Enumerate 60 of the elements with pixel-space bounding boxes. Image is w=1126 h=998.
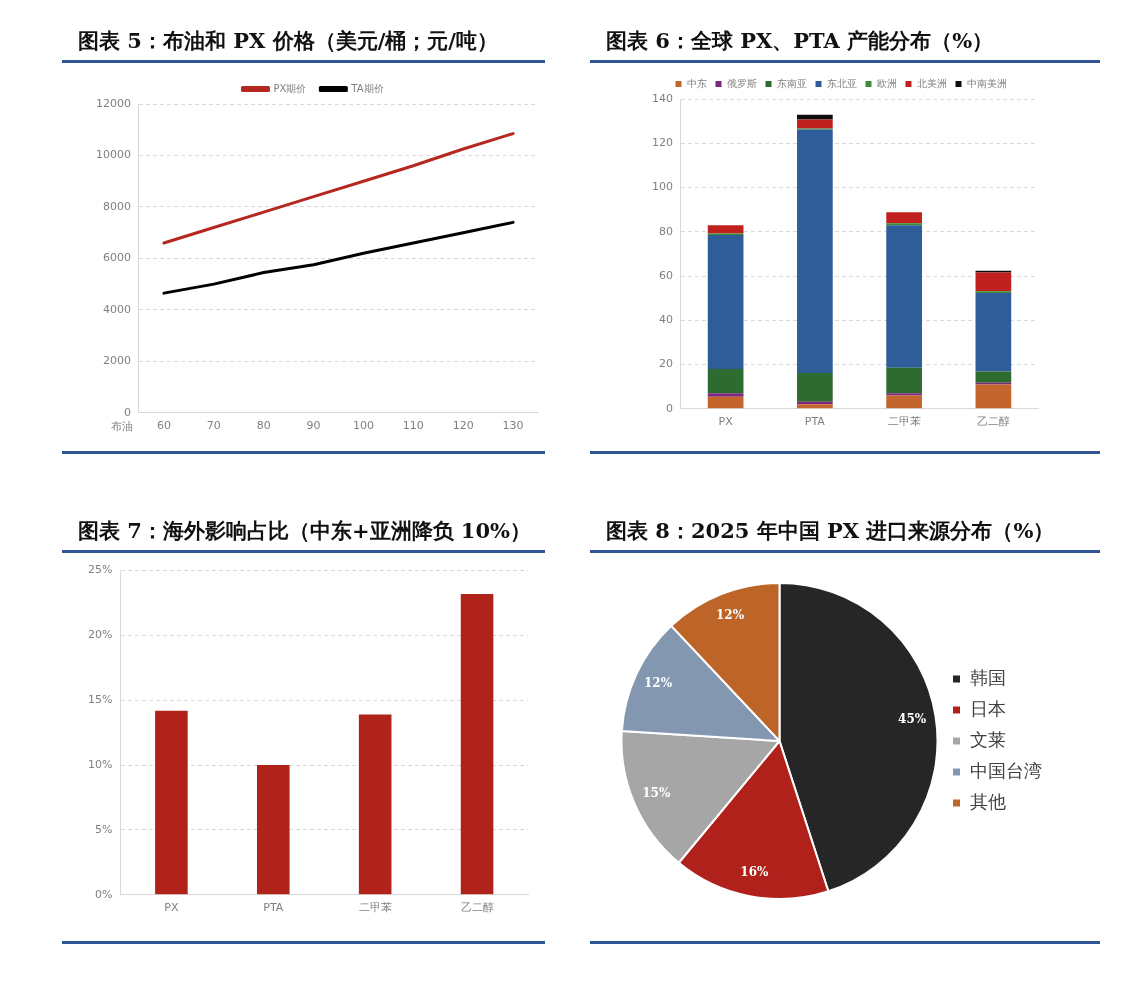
x-axis-title: 布油 xyxy=(110,419,133,433)
y-tick-label: 20% xyxy=(88,628,113,642)
legend-label: TA期价 xyxy=(350,82,384,94)
x-tick-label: 二甲苯 xyxy=(358,901,392,915)
x-tick-label: 120 xyxy=(452,419,474,433)
chart-title: 图表 8：2025 年中国 PX 进口来源分布（%） xyxy=(606,518,1055,544)
chart-title: 图表 6：全球 PX、PTA 产能分布（%） xyxy=(606,28,994,54)
x-tick-label: PTA xyxy=(263,901,284,915)
x-tick-label: PX xyxy=(718,415,734,429)
legend-label: 中国台湾 xyxy=(970,759,1042,781)
legend-label: 日本 xyxy=(970,697,1006,719)
y-tick-label: 5% xyxy=(95,822,113,836)
x-tick-label: 130 xyxy=(502,419,524,433)
y-tick-label: 25% xyxy=(88,563,113,577)
x-tick-label: PX xyxy=(164,901,179,915)
legend-label: 东南亚 xyxy=(776,77,807,89)
x-tick-label: 二甲苯 xyxy=(887,415,921,429)
y-tick-label: 2000 xyxy=(102,354,131,368)
y-tick-label: 0 xyxy=(666,401,673,415)
legend-label: PX期价 xyxy=(273,82,307,94)
y-tick-label: 15% xyxy=(88,693,113,707)
y-tick-label: 40 xyxy=(659,313,673,327)
y-tick-label: 140 xyxy=(652,91,673,105)
chart-title: 图表 5：布油和 PX 价格（美元/桶；元/吨） xyxy=(78,28,498,54)
x-tick-label: 100 xyxy=(352,419,374,433)
legend-label: 其他 xyxy=(970,790,1006,812)
y-tick-label: 6000 xyxy=(102,251,131,265)
legend-label: 北美洲 xyxy=(916,77,947,89)
legend-label: 东北亚 xyxy=(826,77,857,89)
y-tick-label: 120 xyxy=(652,136,673,150)
y-tick-label: 0% xyxy=(95,887,113,901)
y-tick-label: 10000 xyxy=(95,148,131,162)
data-label: 16% xyxy=(740,865,769,880)
legend-label: 俄罗斯 xyxy=(726,77,757,89)
y-tick-label: 80 xyxy=(659,224,673,238)
x-tick-label: 80 xyxy=(256,419,271,433)
x-tick-label: 乙二醇 xyxy=(976,415,1010,429)
data-label: 12% xyxy=(643,675,673,690)
x-tick-label: 乙二醇 xyxy=(460,901,494,915)
y-tick-label: 0 xyxy=(123,405,131,419)
chart-title: 图表 7：海外影响占比（中东+亚洲降负 10%） xyxy=(78,518,532,544)
y-tick-label: 100 xyxy=(652,180,673,194)
legend-label: 中东 xyxy=(686,77,707,89)
x-tick-label: 70 xyxy=(206,419,221,433)
x-tick-label: 60 xyxy=(156,419,171,433)
legend-label: 韩国 xyxy=(970,666,1006,688)
y-tick-label: 8000 xyxy=(102,199,131,213)
legend-label: 文莱 xyxy=(970,728,1006,750)
y-tick-label: 4000 xyxy=(102,302,131,316)
x-tick-label: 90 xyxy=(306,419,321,433)
y-tick-label: 10% xyxy=(88,757,113,771)
data-label: 12% xyxy=(716,608,745,623)
x-tick-label: PTA xyxy=(804,415,826,429)
y-tick-label: 20 xyxy=(659,357,673,371)
legend-label: 中南美洲 xyxy=(966,77,1007,89)
y-tick-label: 60 xyxy=(659,268,673,282)
y-tick-label: 12000 xyxy=(95,96,131,110)
x-tick-label: 110 xyxy=(402,419,424,433)
data-label: 45% xyxy=(898,712,927,727)
legend-label: 欧洲 xyxy=(876,77,897,89)
